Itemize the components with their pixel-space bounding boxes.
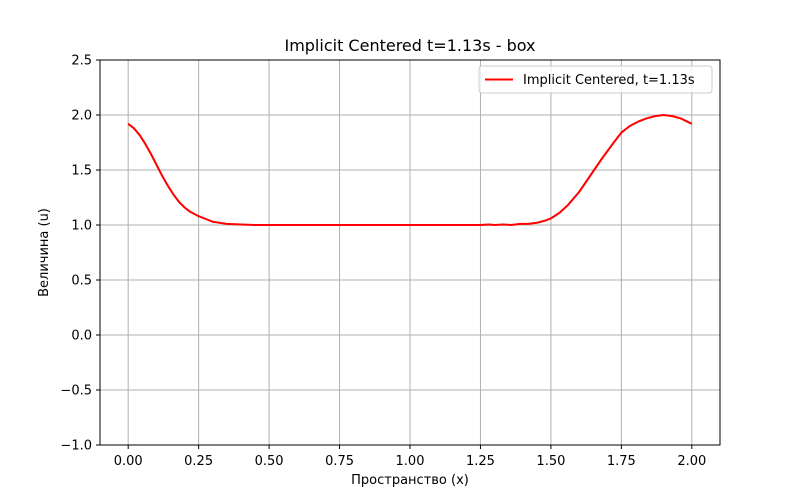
x-tick-label: 0.00 bbox=[114, 454, 143, 469]
legend-box bbox=[478, 65, 713, 94]
x-tick-label: 0.25 bbox=[184, 454, 213, 469]
y-axis-label: Величина (u) bbox=[37, 208, 52, 297]
y-tick-label: 2.5 bbox=[71, 54, 92, 69]
grid-lines bbox=[100, 59, 720, 446]
legend-label: Implicit Centered, t=1.13s bbox=[523, 73, 695, 88]
y-axis-ticks: −1.0 −0.5 0.0 0.5 1.0 1.5 2.0 2.5 bbox=[60, 54, 100, 454]
y-tick-label: −1.0 bbox=[60, 439, 92, 454]
x-tick-label: 1.50 bbox=[536, 454, 565, 469]
x-tick-label: 0.50 bbox=[255, 454, 284, 469]
x-tick-label: 1.25 bbox=[466, 454, 495, 469]
x-tick-label: 1.75 bbox=[607, 454, 636, 469]
y-tick-label: 1.5 bbox=[71, 164, 92, 179]
x-tick-label: 1.00 bbox=[396, 454, 425, 469]
series-line bbox=[127, 114, 693, 226]
x-tick-label: 2.00 bbox=[677, 454, 706, 469]
y-tick-label: −0.5 bbox=[60, 384, 92, 399]
y-tick-label: 2.0 bbox=[71, 109, 92, 124]
series-layer bbox=[127, 114, 693, 226]
y-tick-label: 1.0 bbox=[71, 219, 92, 234]
chart-title: Implicit Centered t=1.13s - box bbox=[284, 36, 535, 55]
legend: Implicit Centered, t=1.13s bbox=[478, 65, 713, 94]
x-axis-label: Пространство (x) bbox=[351, 473, 469, 488]
y-tick-label: 0.5 bbox=[71, 274, 92, 289]
x-axis-ticks: 0.00 0.25 0.50 0.75 1.00 1.25 1.50 1.75 2.00 bbox=[114, 445, 706, 469]
y-tick-label: 0.0 bbox=[71, 329, 92, 344]
x-tick-label: 0.75 bbox=[325, 454, 354, 469]
